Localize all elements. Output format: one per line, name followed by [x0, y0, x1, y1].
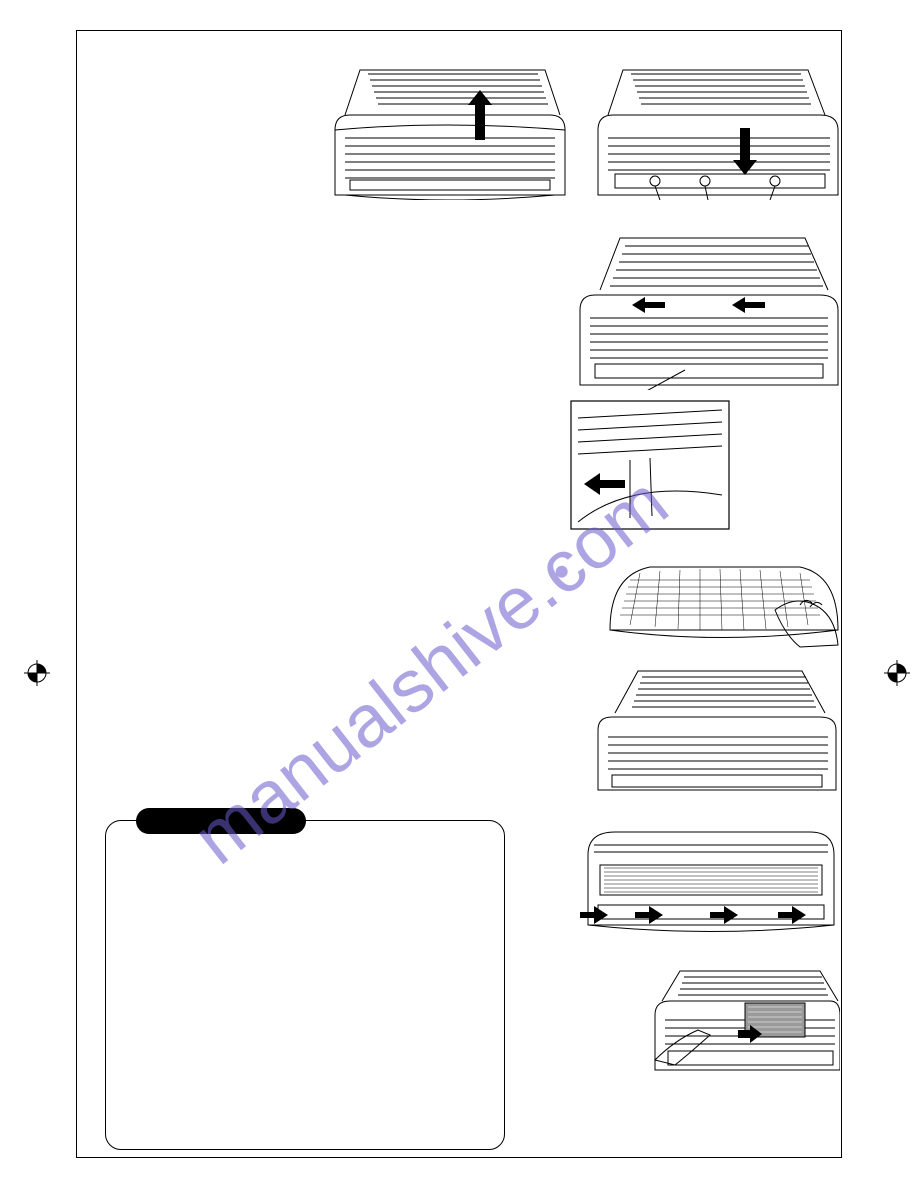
illus-step-screw-points: [590, 60, 840, 200]
registration-mark-left: [24, 660, 50, 686]
illus-step-hold-grille: [600, 555, 840, 650]
illus-step-remove-grille-inset: [570, 400, 730, 530]
illus-step-remove-grille: [570, 230, 840, 390]
illus-step-reattach-grille: [590, 665, 840, 795]
caution-box: [105, 820, 505, 1150]
registration-mark-right: [884, 660, 910, 686]
illus-step-close-panel: [580, 820, 840, 935]
illus-step-open-panel: [320, 60, 570, 200]
illus-step-insert-filter: [650, 965, 840, 1075]
caution-pill: [136, 808, 306, 834]
